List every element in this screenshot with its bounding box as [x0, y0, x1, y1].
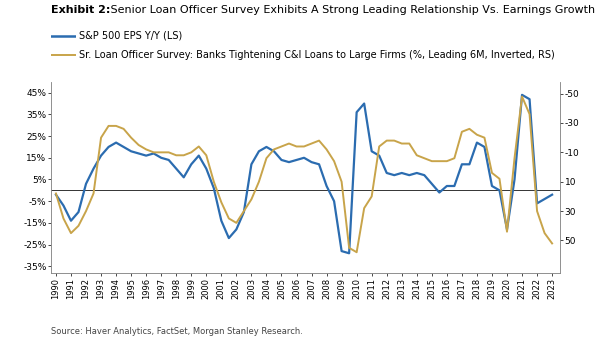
Text: Exhibit 2:: Exhibit 2:: [51, 5, 111, 15]
Text: Sr. Loan Officer Survey: Banks Tightening C&I Loans to Large Firms (%, Leading 6: Sr. Loan Officer Survey: Banks Tightenin…: [79, 49, 554, 60]
Text: Source: Haver Analytics, FactSet, Morgan Stanley Research.: Source: Haver Analytics, FactSet, Morgan…: [51, 327, 303, 336]
Text: S&P 500 EPS Y/Y (LS): S&P 500 EPS Y/Y (LS): [79, 31, 182, 41]
Text: Senior Loan Officer Survey Exhibits A Strong Leading Relationship Vs. Earnings G: Senior Loan Officer Survey Exhibits A St…: [107, 5, 595, 15]
